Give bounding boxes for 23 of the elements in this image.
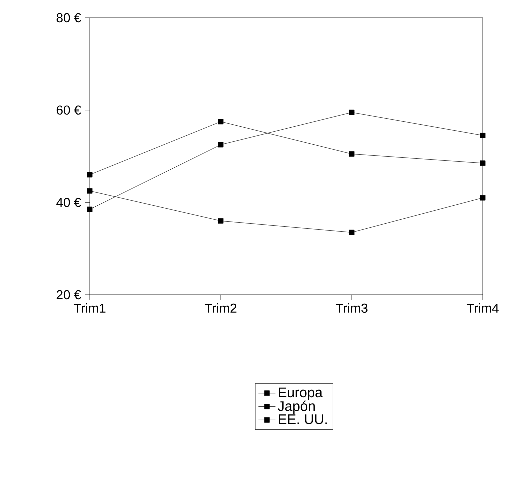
point [480, 160, 486, 166]
x-tick-label: Trim2 [204, 304, 237, 313]
x-tick-label: Trim1 [74, 304, 106, 313]
y-tick-label: 20 € [56, 290, 82, 300]
legend-label: Europa [279, 388, 323, 400]
point [87, 206, 93, 212]
point [349, 110, 355, 116]
legend-label: Japón [278, 400, 315, 414]
x-tick-label: Trim4 [466, 304, 499, 313]
point [480, 195, 486, 201]
y-tick-label: 40 € [56, 198, 82, 208]
y-tick-label: 80 € [56, 13, 82, 23]
point [218, 142, 224, 148]
point [87, 188, 93, 194]
point [218, 218, 224, 224]
point [349, 230, 355, 236]
point [218, 119, 224, 125]
y-tick-label: 60 € [56, 106, 82, 115]
point [87, 172, 93, 178]
point [480, 133, 486, 138]
x-tick-label: Trim3 [336, 304, 368, 314]
legend-label: EE. UU. [279, 414, 327, 424]
point [349, 151, 355, 157]
